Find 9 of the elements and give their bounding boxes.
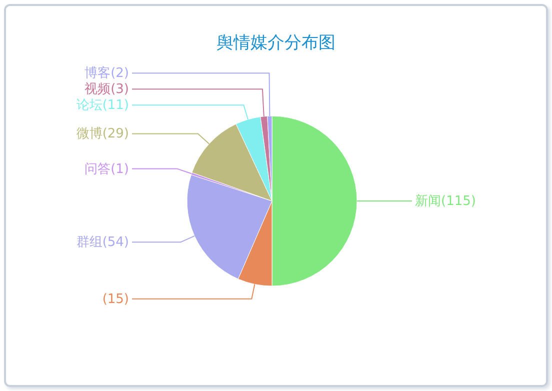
slice-label: 微博(29)	[76, 126, 129, 142]
slice-label: 新闻(115)	[415, 194, 476, 209]
slice-label: 群组(54)	[76, 235, 129, 250]
slice-label: 视频(3)	[84, 82, 129, 98]
chart-title: 舆情媒介分布图	[216, 33, 336, 53]
slice-label: 博客(2)	[84, 65, 129, 82]
data-label: (15)	[102, 292, 129, 307]
slice-label: 问答(1)	[84, 162, 129, 177]
slice-label: 论坛(11)	[76, 98, 129, 114]
